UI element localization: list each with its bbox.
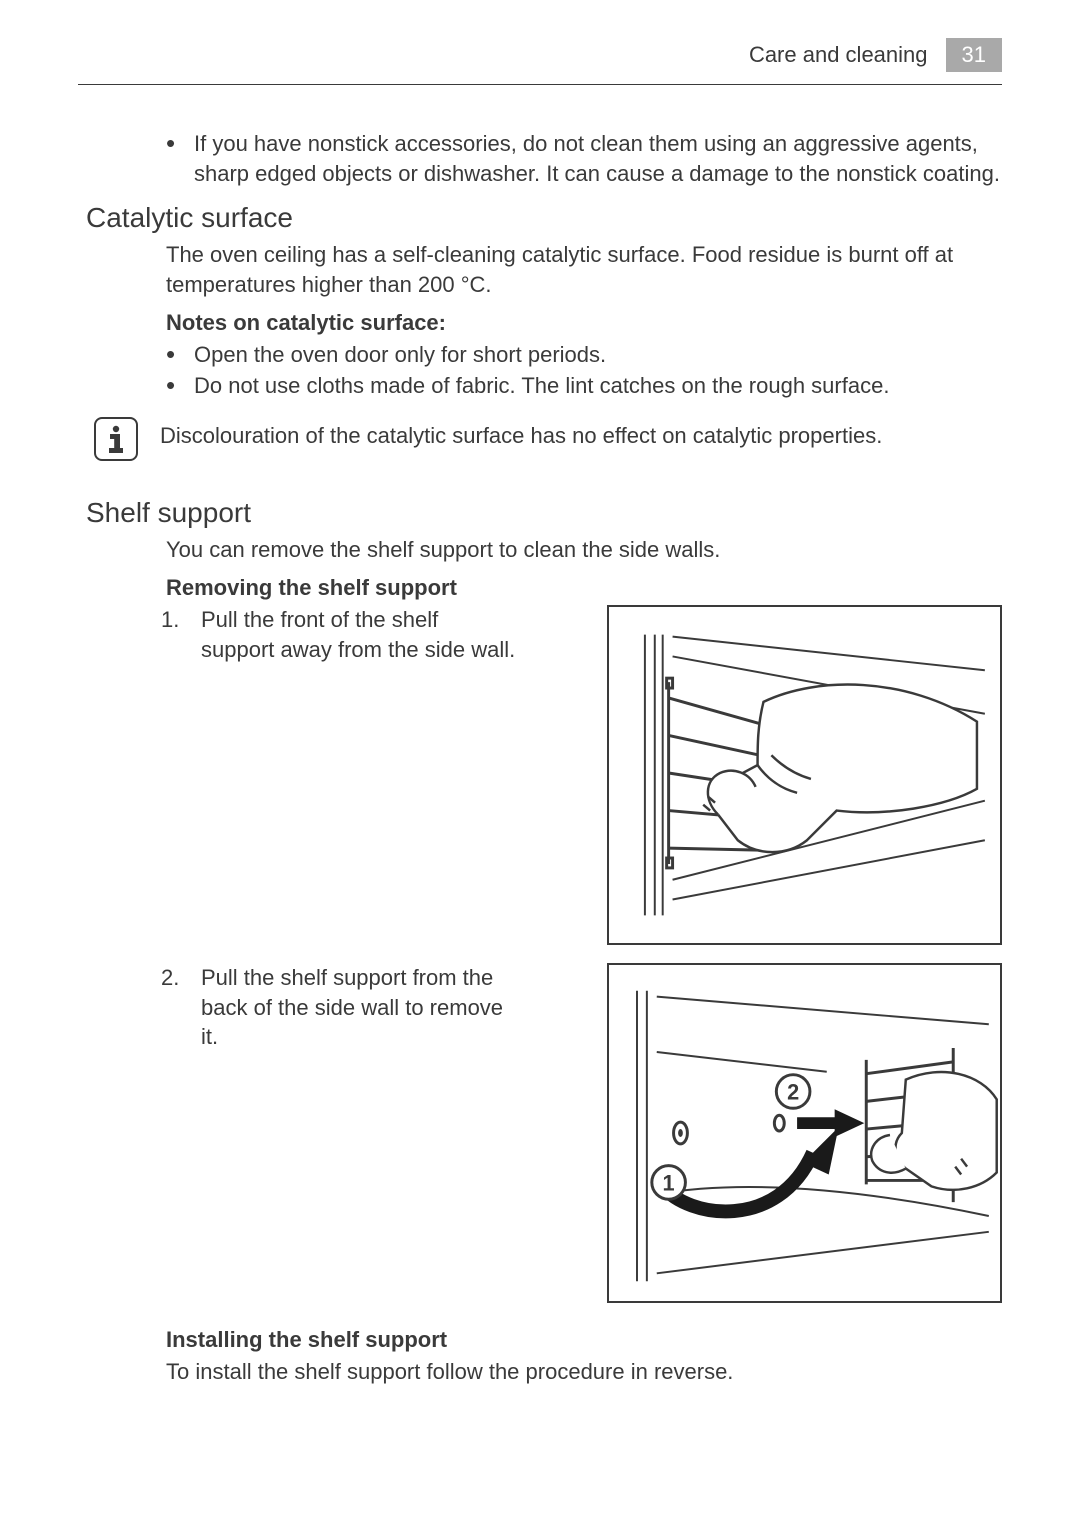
shelf-removal-fig-2: 1 2 <box>607 963 1002 1303</box>
list-item: Open the oven door only for short period… <box>166 340 1002 370</box>
installing-body: To install the shelf support follow the … <box>166 1357 1002 1387</box>
list-item: If you have nonstick accessories, do not… <box>166 129 1002 188</box>
step-row-1: Pull the front of the shelf support away… <box>86 605 1002 945</box>
installing-heading: Installing the shelf support <box>166 1327 1002 1353</box>
shelf-intro: You can remove the shelf support to clea… <box>166 535 1002 565</box>
notes-heading: Notes on catalytic surface: <box>166 310 1002 336</box>
step-item: Pull the front of the shelf support away… <box>161 605 516 664</box>
shelf-removal-fig-1 <box>607 605 1002 945</box>
top-bullet-list: If you have nonstick accessories, do not… <box>86 129 1002 188</box>
step-list: Pull the shelf support from the back of … <box>86 963 516 1052</box>
info-note-text: Discolouration of the catalytic surface … <box>160 417 882 451</box>
info-icon <box>94 417 138 461</box>
step-row-2: Pull the shelf support from the back of … <box>86 963 1002 1303</box>
catalytic-intro: The oven ceiling has a self-cleaning cat… <box>166 240 1002 299</box>
heading-catalytic-surface: Catalytic surface <box>86 202 1002 234</box>
step-list: Pull the front of the shelf support away… <box>86 605 516 664</box>
installing-block: Installing the shelf support To install … <box>86 1327 1002 1387</box>
removing-heading: Removing the shelf support <box>166 575 1002 601</box>
page: Care and cleaning 31 If you have nonstic… <box>0 0 1080 1529</box>
page-content: If you have nonstick accessories, do not… <box>78 129 1002 1387</box>
fig-label-1: 1 <box>663 1170 675 1195</box>
catalytic-notes-list: Open the oven door only for short period… <box>86 340 1002 401</box>
heading-shelf-support: Shelf support <box>86 497 1002 529</box>
page-header: Care and cleaning 31 <box>78 38 1002 85</box>
catalytic-body: The oven ceiling has a self-cleaning cat… <box>86 240 1002 335</box>
step-item: Pull the shelf support from the back of … <box>161 963 516 1052</box>
step-text-col: Pull the shelf support from the back of … <box>86 963 516 1052</box>
shelf-body: You can remove the shelf support to clea… <box>86 535 1002 601</box>
page-number: 31 <box>946 38 1002 72</box>
header-section-title: Care and cleaning <box>749 42 928 68</box>
info-note-row: Discolouration of the catalytic surface … <box>86 417 1002 461</box>
step-text-col: Pull the front of the shelf support away… <box>86 605 516 664</box>
fig-label-2: 2 <box>787 1079 799 1104</box>
list-item: Do not use cloths made of fabric. The li… <box>166 371 1002 401</box>
